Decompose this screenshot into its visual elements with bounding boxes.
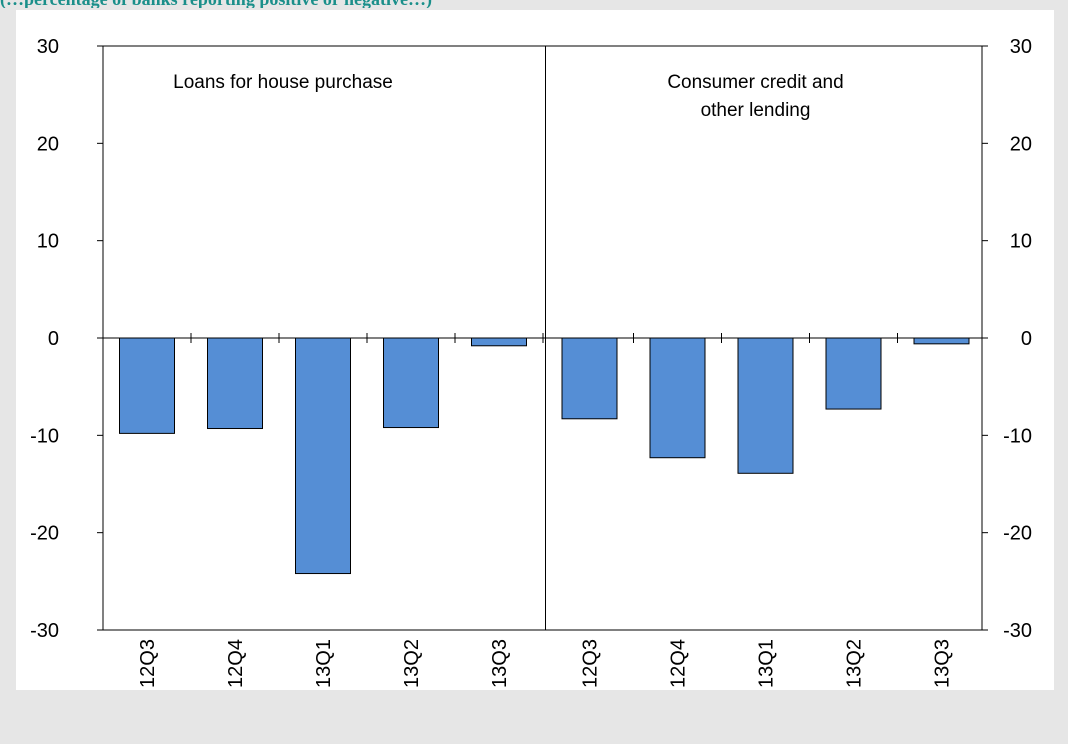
bar-chart: 30 30 20 20 10 10 0 0 -10 -10 -20 -20 -30 -30 12Q3 12Q4…: [30, 36, 1032, 688]
bar: [913, 337, 970, 345]
bar: [207, 337, 263, 430]
y-tick-label-left: 30: [37, 36, 59, 58]
bar: [295, 337, 351, 575]
x-tick-label: 13Q1: [313, 639, 335, 688]
y-tick-label-right: 0: [1021, 328, 1032, 350]
y-tick-label-right: 30: [1010, 36, 1032, 58]
bar: [737, 337, 794, 474]
y-tick-label-right: -20: [1003, 523, 1032, 545]
y-tick-label-left: 0: [48, 328, 59, 350]
x-tick-label: 12Q3: [137, 639, 159, 688]
y-tick-label-left: 20: [37, 133, 59, 155]
y-tick-label-right: 20: [1010, 133, 1032, 155]
y-tick-label-right: 10: [1010, 231, 1032, 253]
y-tick-label-left: -20: [30, 523, 59, 545]
y-tick-label-right: -10: [1003, 425, 1032, 447]
bar: [383, 337, 439, 429]
y-tick-label-left: 10: [37, 231, 59, 253]
x-tick-label: 12Q4: [225, 639, 247, 688]
panel-title: other lending: [701, 100, 811, 121]
y-tick-label-left: -30: [30, 620, 59, 642]
x-tick-label: 13Q1: [756, 639, 778, 688]
x-tick-label: 13Q2: [401, 639, 423, 688]
bar: [649, 337, 706, 459]
bars-layer: [119, 337, 970, 575]
x-tick-label: 13Q3: [932, 639, 954, 688]
x-tick-label: 12Q4: [668, 639, 690, 688]
chart-heading-partial: (…percentage of banks reporting positive…: [0, 0, 1068, 8]
bar: [119, 337, 175, 434]
panel-title: Loans for house purchase: [173, 72, 393, 93]
bar: [471, 337, 527, 347]
labels-layer: 30 30 20 20 10 10 0 0 -10 -10 -20 -20 -30 -30 12Q3 12Q4…: [30, 36, 1032, 688]
x-tick-label: 13Q2: [844, 639, 866, 688]
y-tick-label-left: -10: [30, 425, 59, 447]
panel-title: Consumer credit and: [667, 72, 843, 93]
bar: [825, 337, 882, 410]
x-tick-label: 13Q3: [489, 639, 511, 688]
bar: [561, 337, 618, 420]
y-tick-label-right: -30: [1003, 620, 1032, 642]
x-tick-label: 12Q3: [580, 639, 602, 688]
axis-layer: [97, 45, 988, 631]
chart-panel: 30 30 20 20 10 10 0 0 -10 -10 -20 -20 -30 -30 12Q3 12Q4…: [16, 10, 1054, 690]
